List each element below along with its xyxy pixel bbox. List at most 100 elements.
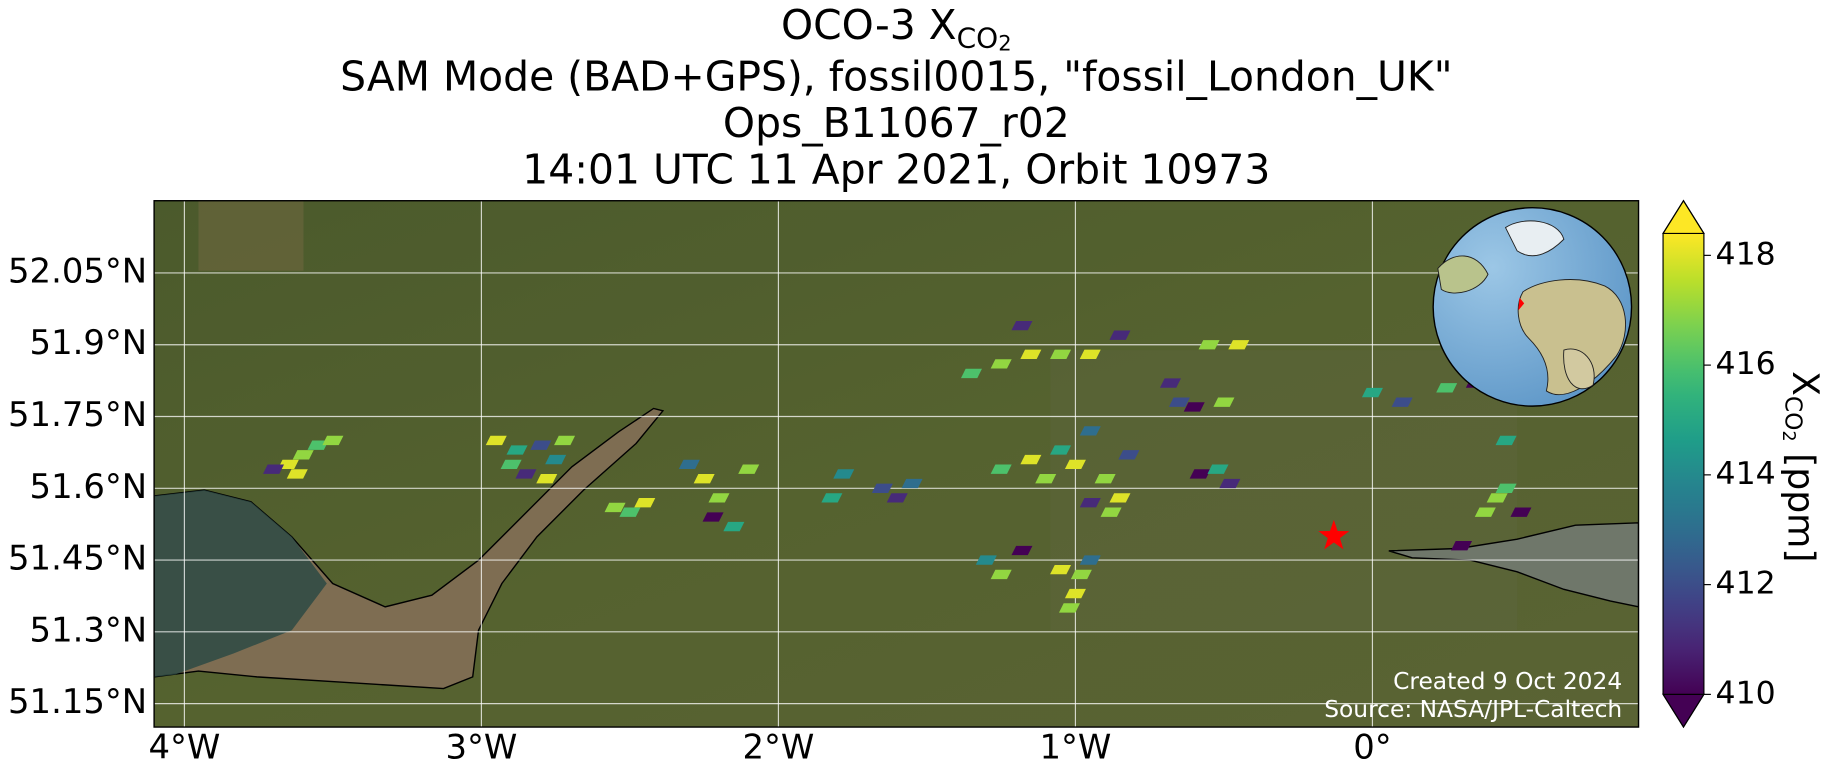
- sounding: [1436, 383, 1458, 393]
- title-subscript: CO2: [957, 22, 1012, 56]
- sounding: [1100, 507, 1122, 517]
- sounding: [286, 469, 308, 479]
- sounding: [1064, 588, 1086, 599]
- sounding: [604, 502, 626, 513]
- sounding: [1079, 426, 1101, 436]
- sounding: [1020, 454, 1042, 465]
- axes: 4°W 3°W 2°W 1°W 0° 51.15°N 51.3°N 51.45°N 51.6°N…: [8, 251, 1392, 766]
- sounding: [1011, 320, 1033, 331]
- sounding: [1035, 474, 1057, 484]
- soundings: [262, 320, 1532, 613]
- y-tick-label: 52.05°N: [8, 251, 147, 290]
- colorbar-extend-min: [1662, 693, 1705, 729]
- subtitle: Ops_B11067_r02: [723, 99, 1070, 147]
- y-tick-label: 51.9°N: [30, 323, 148, 362]
- colorbar-extend-max: [1662, 199, 1705, 234]
- y-tick-label: 51.45°N: [8, 539, 147, 578]
- sounding: [1159, 378, 1181, 388]
- sounding: [678, 459, 700, 470]
- basemap: Created 9 Oct 2024 Source: NASA/JPL-Calt…: [154, 200, 1639, 728]
- colorbar-tick-label: 412: [1716, 566, 1776, 602]
- sounding: [1079, 349, 1101, 359]
- sounding: [292, 450, 314, 460]
- sounding: [634, 497, 656, 508]
- sounding: [723, 521, 745, 532]
- sounding: [1451, 541, 1473, 551]
- sounding: [708, 493, 730, 503]
- colorbar-label: XCO2 [ppm]: [1778, 371, 1827, 562]
- sounding: [990, 359, 1012, 369]
- sounding: [1198, 340, 1220, 350]
- sea: [154, 490, 327, 677]
- sounding: [1109, 493, 1131, 503]
- locator-globe: [1432, 207, 1633, 407]
- grid: [154, 200, 1639, 728]
- sounding: [1495, 483, 1517, 493]
- urban: [1050, 350, 1518, 631]
- globe-ice: [1504, 220, 1565, 257]
- subtitle: SAM Mode (BAD+GPS), fossil0015, "fossil_…: [340, 52, 1452, 100]
- sounding: [1011, 545, 1033, 556]
- sounding: [960, 368, 982, 379]
- colorbar-label-symbol: X: [1784, 371, 1827, 396]
- sounding: [1070, 569, 1092, 580]
- colorbar-label-unit: [ppm]: [1779, 442, 1822, 563]
- x-tick-label: 4°W: [148, 728, 220, 767]
- y-tick-label: 51.15°N: [8, 682, 147, 721]
- sounding: [1391, 397, 1413, 407]
- sounding: [901, 478, 923, 489]
- sounding: [530, 440, 552, 450]
- annotation: Source: NASA/JPL-Caltech: [1324, 695, 1622, 723]
- sounding: [1079, 555, 1101, 565]
- sounding: [886, 493, 908, 503]
- upland: [198, 200, 304, 271]
- sounding: [1050, 445, 1072, 455]
- sounding: [1474, 507, 1496, 517]
- sounding: [322, 435, 344, 446]
- sounding: [262, 464, 285, 474]
- sounding: [1228, 340, 1250, 350]
- sounding: [1207, 464, 1229, 474]
- sounding: [1361, 387, 1383, 398]
- sounding: [1219, 478, 1241, 489]
- colorbar-tick-label: 418: [1716, 236, 1776, 272]
- sounding: [1183, 402, 1205, 412]
- sounding: [1050, 349, 1072, 359]
- title-text: OCO-3 X: [781, 1, 957, 49]
- sounding: [619, 507, 641, 517]
- globe-marker: [1518, 297, 1525, 311]
- title-block: OCO-3 XCO2 SAM Mode (BAD+GPS), fossil001…: [340, 1, 1452, 194]
- sounding: [1168, 397, 1190, 407]
- y-tick-label: 51.3°N: [30, 610, 148, 649]
- chart-title: OCO-3 XCO2: [781, 1, 1012, 55]
- sounding: [975, 555, 997, 565]
- sounding: [536, 474, 558, 484]
- sounding: [1486, 493, 1508, 503]
- sounding: [1109, 330, 1131, 340]
- annotation: Created 9 Oct 2024: [1393, 667, 1622, 695]
- sounding: [485, 435, 507, 446]
- sounding: [554, 435, 576, 446]
- map-frame: [153, 200, 1640, 728]
- sounding: [1118, 450, 1140, 460]
- x-tick-label: 2°W: [742, 728, 814, 767]
- sounding: [277, 459, 299, 470]
- sounding: [1079, 497, 1101, 508]
- sounding: [1495, 435, 1517, 446]
- sounding: [738, 464, 760, 474]
- colorbar-tick-label: 410: [1716, 675, 1776, 711]
- sounding: [1094, 474, 1116, 484]
- target-star: [1318, 519, 1350, 550]
- sounding: [990, 464, 1012, 474]
- sounding: [990, 569, 1012, 580]
- y-tick-label: 51.6°N: [30, 467, 148, 506]
- sounding: [871, 483, 893, 493]
- sounding: [545, 454, 567, 465]
- sounding: [1064, 459, 1086, 470]
- globe-land: [1563, 348, 1595, 390]
- subtitle: 14:01 UTC 11 Apr 2021, Orbit 10973: [522, 146, 1270, 194]
- x-tick-label: 3°W: [445, 728, 517, 767]
- colorbar-tick-label: 414: [1716, 456, 1776, 492]
